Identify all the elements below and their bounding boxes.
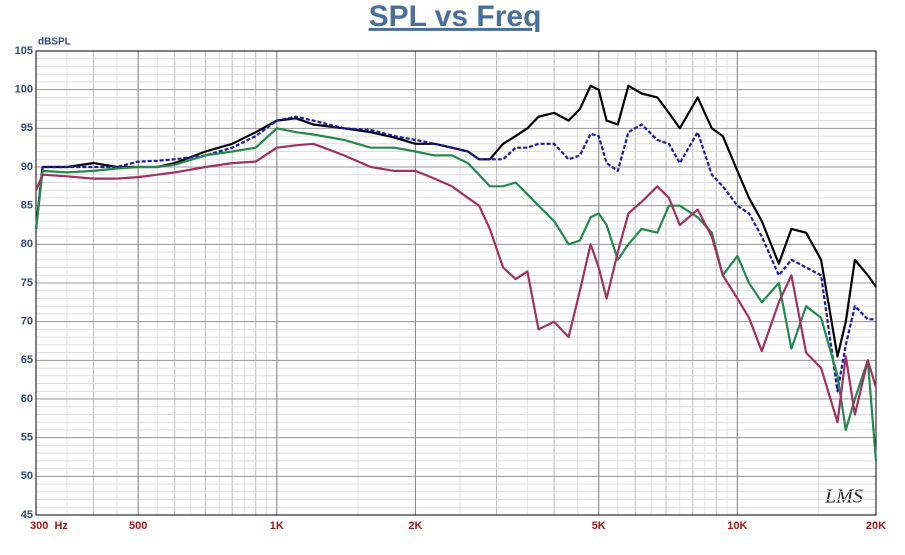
y-tick-label: 80 (21, 238, 33, 250)
plot-frame (35, 50, 877, 516)
y-tick-label: 45 (21, 509, 33, 521)
y-tick-label: 55 (21, 432, 33, 444)
y-axis-label: dBSPL (38, 37, 71, 48)
logo: LMS (824, 486, 863, 508)
y-tick-label: 105 (15, 45, 33, 57)
x-tick-label: 1K (270, 520, 284, 532)
y-tick-label: 100 (15, 84, 33, 96)
y-tick-label: 75 (21, 277, 33, 289)
y-tick-label: 65 (21, 354, 33, 366)
series-line (34, 127, 878, 461)
y-tick-label: 90 (21, 161, 33, 173)
x-tick-label: 5K (592, 520, 606, 532)
x-tick-label: 2K (408, 520, 422, 532)
x-tick-label: 300 Hz (30, 520, 68, 532)
y-tick-label: 85 (21, 200, 33, 212)
series-line (34, 115, 876, 393)
y-tick-label: 70 (21, 316, 33, 328)
x-tick-label: 20K (866, 520, 886, 532)
y-tick-label: 60 (21, 393, 33, 405)
x-tick-label: 10K (727, 520, 747, 532)
series-line (34, 142, 878, 424)
y-tick-label: 50 (21, 470, 33, 482)
y-tick-label: 95 (21, 122, 33, 134)
series-line (34, 84, 877, 358)
chart-title: SPL vs Freq (369, 0, 542, 33)
x-tick-label: 500 (129, 520, 147, 532)
